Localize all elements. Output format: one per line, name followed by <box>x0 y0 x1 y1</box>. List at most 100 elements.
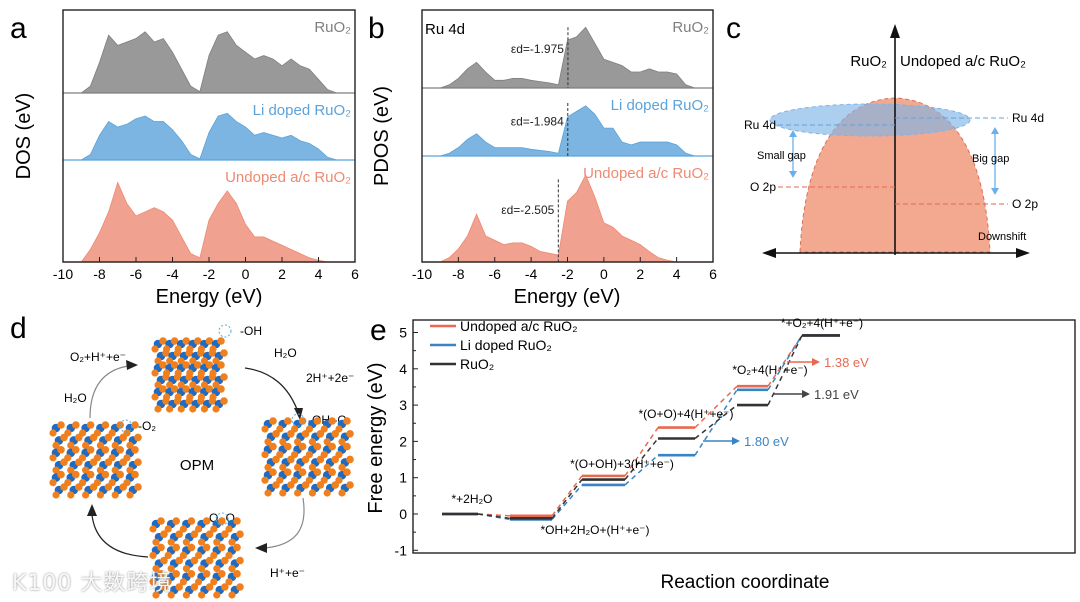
o-atom <box>131 446 139 454</box>
o-atom <box>205 583 214 591</box>
panel-c-right-title: Undoped a/c RuO₂ <box>900 53 1026 70</box>
o-atom <box>166 405 174 413</box>
o-atom <box>284 442 292 451</box>
o-atom <box>208 373 217 381</box>
rutile-slab-structure <box>151 337 228 413</box>
o-atom <box>111 441 119 449</box>
cycle-arrow-3 <box>91 514 149 558</box>
panel-letter-e: e <box>370 314 387 347</box>
o-atom <box>298 468 307 477</box>
arrowhead-icon <box>789 130 797 137</box>
o-atom <box>96 466 104 474</box>
o-atom <box>116 421 124 429</box>
o-atom <box>197 349 205 357</box>
o-atom <box>218 570 226 578</box>
o-atom <box>170 361 179 369</box>
o-atom <box>313 442 322 451</box>
series-label: RuO₂ <box>672 19 709 36</box>
o-atom <box>175 530 183 538</box>
proton-release-label: 2H⁺+2e⁻ <box>306 371 354 385</box>
panel-d-opm-cycle: OPM -OH H₂O 2H⁺+2e⁻ -OH -O -O -O H⁺+e⁻ -… <box>49 324 354 599</box>
active-site-marker <box>215 512 229 526</box>
legend-label: RuO₂ <box>460 356 494 372</box>
o-atom <box>205 361 214 369</box>
o-atom <box>57 421 65 429</box>
arrowhead-icon <box>732 437 740 445</box>
o-atom <box>182 385 190 393</box>
o-atom <box>261 451 269 459</box>
o-atom <box>177 405 185 413</box>
rutile-slab-structure <box>261 417 354 497</box>
o-atom <box>346 430 354 438</box>
o-atom <box>205 385 214 393</box>
o-atom <box>294 489 302 497</box>
legend-label: Undoped a/c RuO₂ <box>460 318 578 334</box>
watermark-logo: K100 大数跨境 <box>12 571 173 596</box>
x-tick-label: -8 <box>452 266 465 282</box>
o-atom <box>346 455 354 464</box>
series-label: RuO₂ <box>314 19 351 36</box>
x-tick-label: 0 <box>600 266 608 282</box>
o-atom <box>294 438 302 446</box>
o-atom <box>197 373 205 381</box>
o-atom <box>89 433 98 442</box>
o-atom <box>212 357 220 365</box>
o-atom <box>57 446 65 454</box>
step-label: *+O₂+4(H⁺+e⁻) <box>781 316 863 330</box>
o-atom <box>225 578 233 586</box>
o2-release-label: O₂+H⁺+e⁻ <box>70 350 126 364</box>
o-atom <box>213 591 221 599</box>
o-atom <box>131 421 139 429</box>
o-atom <box>89 458 98 467</box>
o-atom <box>67 491 75 499</box>
o-atom <box>173 349 182 357</box>
o-atom <box>52 441 60 449</box>
barrier-label: 1.38 eV <box>824 355 869 370</box>
y-tick-label: 0 <box>399 506 407 522</box>
d-band-center-label: εd=-2.505 <box>501 203 554 217</box>
series-label: Undoped a/c RuO₂ <box>225 169 351 186</box>
arrowhead-icon <box>255 543 267 553</box>
opm-label: OPM <box>180 457 214 474</box>
o-atom <box>185 397 193 405</box>
o-atom <box>49 479 57 487</box>
o-atom <box>261 425 269 433</box>
o-atom <box>331 430 340 438</box>
ru4d-left-label: Ru 4d <box>744 118 776 132</box>
o-atom <box>179 525 187 533</box>
legend-label: Li doped RuO₂ <box>460 337 552 353</box>
x-tick-label: -8 <box>93 266 106 282</box>
o-atom <box>159 361 167 369</box>
o-atom <box>316 481 325 489</box>
o-atom <box>233 570 241 578</box>
o-atom <box>202 517 211 525</box>
axis-arrow-up-icon <box>890 24 900 38</box>
energy-connector <box>551 475 583 517</box>
o-atom <box>119 483 127 491</box>
o-atom <box>152 565 160 573</box>
panel-letter-a: a <box>10 12 27 45</box>
o-atom <box>82 441 90 449</box>
o-atom <box>316 430 325 438</box>
o-atom <box>236 530 244 538</box>
o-atom <box>208 397 217 405</box>
o-atom <box>60 433 68 442</box>
o-atom <box>331 481 340 489</box>
o-atom <box>205 556 214 565</box>
o-atom <box>52 491 60 499</box>
x-tick-label: 2 <box>278 266 286 282</box>
o-atom <box>221 583 229 591</box>
x-tick-label: -10 <box>412 266 432 282</box>
o-atom <box>228 591 236 599</box>
arrowhead-icon <box>789 171 797 178</box>
o-atom <box>175 556 183 565</box>
o-atom <box>269 442 277 451</box>
o-atom <box>298 442 307 451</box>
o-atom <box>236 556 244 565</box>
o-atom <box>217 361 225 369</box>
o-atom <box>86 421 95 429</box>
axis-arrow-right-icon <box>1016 248 1030 258</box>
o-atom <box>101 446 110 454</box>
o-atom <box>67 441 75 449</box>
